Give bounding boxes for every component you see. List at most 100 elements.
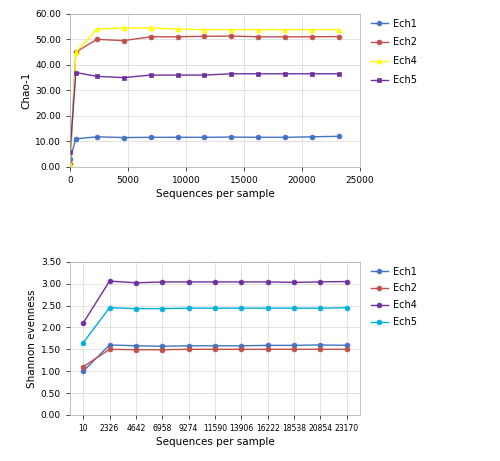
Ech1 (228, 134, 234, 140)
Ech1 (73, 136, 79, 142)
Ech4 (73, 49, 79, 55)
Ech1 (255, 135, 261, 140)
Ech4 (228, 27, 234, 32)
Ech5 (212, 306, 218, 311)
Ech4 (238, 279, 244, 285)
Ech2 (238, 347, 244, 352)
Ech1 (336, 134, 342, 139)
Ech1 (174, 135, 180, 140)
Ech5 (174, 72, 180, 78)
Ech4 (309, 27, 315, 32)
Ech5 (318, 306, 324, 311)
Ech1 (264, 343, 270, 348)
Ech1 (282, 135, 288, 140)
Ech2 (67, 162, 73, 167)
Ech2 (309, 34, 315, 40)
Ech1 (160, 343, 166, 349)
Ech5 (228, 71, 234, 77)
Ech2 (336, 34, 342, 39)
Ech2 (291, 347, 297, 352)
Ech1 (121, 135, 127, 140)
Ech2 (160, 347, 166, 353)
Ech4 (133, 280, 139, 285)
Ech2 (94, 36, 100, 42)
Ech5 (282, 71, 288, 77)
Ech5 (121, 75, 127, 80)
Ech2 (133, 347, 139, 353)
Ech1 (318, 342, 324, 348)
Ech2 (121, 38, 127, 43)
Ech1 (309, 134, 315, 140)
Ech1 (202, 135, 207, 140)
Ech2 (212, 347, 218, 352)
Line: Ech2: Ech2 (81, 347, 349, 369)
Ech5 (255, 71, 261, 77)
Line: Ech4: Ech4 (68, 25, 341, 167)
Ech2 (255, 34, 261, 40)
Ech2 (80, 364, 86, 370)
Ech4 (121, 25, 127, 30)
Y-axis label: Shannon evenness: Shannon evenness (26, 289, 36, 388)
Legend: Ech1, Ech2, Ech4, Ech5: Ech1, Ech2, Ech4, Ech5 (370, 19, 417, 85)
Ech4 (318, 279, 324, 285)
Ech2 (202, 34, 207, 39)
Ech2 (228, 33, 234, 39)
Ech1 (67, 156, 73, 162)
Ech1 (94, 134, 100, 140)
Ech4 (67, 162, 73, 167)
Legend: Ech1, Ech2, Ech4, Ech5: Ech1, Ech2, Ech4, Ech5 (370, 266, 417, 327)
Ech4 (344, 279, 350, 284)
Ech1 (344, 343, 350, 348)
Ech4 (174, 26, 180, 32)
Ech1 (291, 343, 297, 348)
Ech2 (174, 34, 180, 40)
Ech4 (202, 27, 207, 32)
Ech5 (133, 306, 139, 311)
Ech5 (309, 71, 315, 77)
Ech4 (186, 279, 192, 285)
Line: Ech2: Ech2 (68, 34, 341, 167)
Ech2 (318, 347, 324, 352)
Ech4 (160, 279, 166, 285)
Ech4 (212, 279, 218, 285)
Ech1 (212, 343, 218, 349)
Ech1 (238, 343, 244, 349)
Ech2 (344, 347, 350, 352)
Ech2 (148, 34, 154, 40)
Ech5 (73, 70, 79, 75)
Ech5 (264, 306, 270, 311)
Ech4 (282, 27, 288, 32)
Ech4 (94, 26, 100, 32)
Ech1 (106, 342, 112, 348)
Ech4 (148, 25, 154, 30)
Ech2 (264, 347, 270, 352)
Ech1 (133, 343, 139, 349)
Ech5 (202, 72, 207, 78)
Ech2 (73, 49, 79, 55)
Ech5 (186, 306, 192, 311)
Ech5 (106, 305, 112, 311)
X-axis label: Sequences per sample: Sequences per sample (156, 437, 274, 447)
Ech5 (148, 72, 154, 78)
Line: Ech4: Ech4 (81, 278, 349, 325)
Ech2 (186, 347, 192, 352)
Ech1 (186, 343, 192, 349)
Y-axis label: Chao-1: Chao-1 (21, 71, 31, 109)
Ech1 (148, 135, 154, 140)
Ech5 (291, 306, 297, 311)
Ech5 (160, 306, 166, 311)
X-axis label: Sequences per sample: Sequences per sample (156, 189, 274, 199)
Ech5 (80, 340, 86, 345)
Line: Ech1: Ech1 (68, 134, 341, 162)
Ech4 (264, 279, 270, 285)
Ech5 (336, 71, 342, 77)
Ech4 (291, 280, 297, 285)
Ech5 (238, 306, 244, 311)
Ech5 (94, 74, 100, 79)
Ech1 (80, 368, 86, 374)
Ech4 (80, 320, 86, 326)
Ech4 (336, 27, 342, 32)
Ech2 (282, 34, 288, 40)
Ech4 (255, 27, 261, 32)
Line: Ech1: Ech1 (81, 343, 349, 373)
